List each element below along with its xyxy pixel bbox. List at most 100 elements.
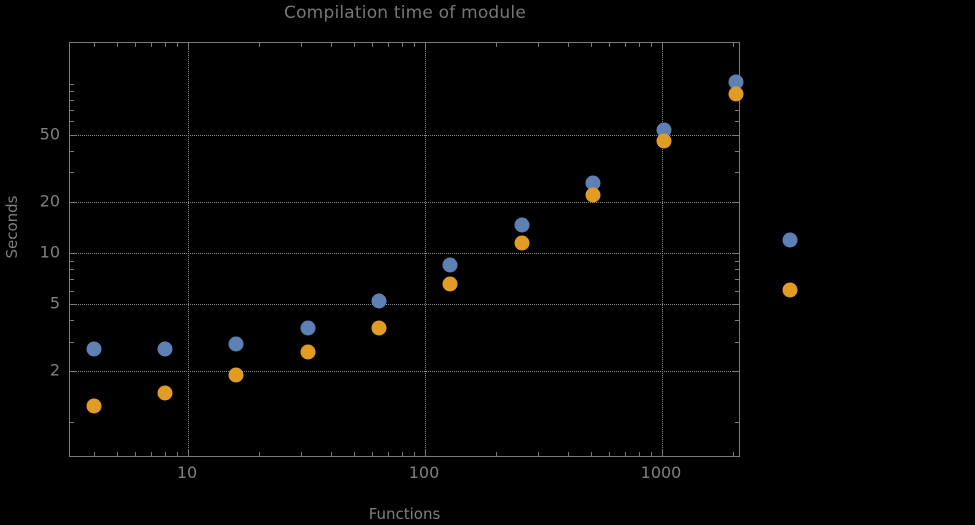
y-axis-tick <box>70 422 74 424</box>
x-axis-tick-label: 100 <box>408 463 440 482</box>
x-axis-tick-top <box>733 43 735 47</box>
data-point-series-orange <box>157 385 173 401</box>
y-axis-tick <box>70 279 74 281</box>
data-point-series-orange <box>728 86 744 102</box>
x-axis-tick-label: 10 <box>176 463 198 482</box>
y-axis-tick <box>70 151 74 152</box>
x-axis-tick <box>330 452 332 456</box>
overflow-point-orange <box>782 282 798 298</box>
x-axis-tick <box>425 449 426 456</box>
x-axis-tick <box>733 452 735 456</box>
x-axis-tick <box>116 452 118 456</box>
data-point-series-blue <box>371 293 387 309</box>
y-axis-tick <box>70 91 74 93</box>
x-axis-tick-top <box>259 43 261 47</box>
y-axis-tick-right <box>735 260 739 262</box>
data-point-series-orange <box>371 320 387 336</box>
y-axis-tick-right <box>735 279 739 281</box>
plot-area <box>69 42 744 457</box>
y-axis-tick <box>70 172 74 174</box>
y-axis-tick <box>70 253 77 254</box>
y-axis-tick-label: 5 <box>49 293 60 313</box>
data-point-series-orange <box>585 187 601 203</box>
x-axis-tick <box>414 452 416 456</box>
x-axis-tick-top <box>639 43 641 47</box>
x-axis-tick <box>567 452 569 456</box>
data-point-series-blue <box>300 320 316 336</box>
gridline-horizontal <box>70 371 739 373</box>
y-axis-tick-right <box>732 202 739 203</box>
x-axis-tick <box>625 452 627 456</box>
x-axis-tick <box>609 452 611 456</box>
gridline-horizontal <box>70 303 739 305</box>
x-axis-tick-top <box>116 43 118 47</box>
x-axis-tick-top <box>567 43 569 47</box>
x-axis-tick <box>259 452 261 456</box>
data-point-series-blue <box>585 175 601 191</box>
y-axis-tick-right <box>735 341 739 343</box>
y-axis-tick-right <box>735 422 739 424</box>
y-axis-tick <box>70 290 74 292</box>
x-axis-tick-top <box>496 43 498 47</box>
gridline-vertical <box>662 43 663 456</box>
y-axis-tick-right <box>735 109 739 111</box>
data-point-series-blue <box>157 341 173 357</box>
x-axis-tick-top <box>625 43 627 47</box>
gridline-vertical <box>425 43 426 456</box>
data-point-series-blue <box>514 217 530 233</box>
y-axis-title: Seconds <box>3 195 21 259</box>
y-axis-tick-label: 2 <box>49 360 60 380</box>
x-axis-tick-top <box>177 43 179 47</box>
y-axis-tick-right <box>732 371 739 373</box>
data-point-series-orange <box>656 133 672 149</box>
y-axis-tick <box>70 303 77 305</box>
data-point-series-blue <box>86 341 102 357</box>
x-axis-tick <box>188 449 189 456</box>
page-title: Compilation time of module <box>284 3 526 23</box>
y-axis-tick-labels: 2 5 10 20 50 <box>0 42 60 457</box>
x-axis-tick-labels: 10 100 1000 <box>69 463 740 487</box>
x-axis-tick <box>177 452 179 456</box>
x-axis-tick <box>590 452 592 456</box>
data-point-series-orange <box>86 398 102 414</box>
data-point-series-orange <box>442 276 458 292</box>
y-axis-tick <box>70 100 74 102</box>
y-axis-tick <box>70 121 74 123</box>
x-axis-tick <box>402 452 404 456</box>
data-point-series-blue <box>442 257 458 273</box>
x-axis-tick-top <box>330 43 332 47</box>
data-point-series-orange <box>300 344 316 360</box>
data-point-series-blue <box>728 74 744 90</box>
x-axis-tick-top <box>388 43 390 47</box>
data-point-series-blue <box>228 336 244 352</box>
y-axis-tick <box>70 109 74 111</box>
gridline-vertical <box>188 43 189 456</box>
y-axis-tick <box>70 83 74 85</box>
y-axis-tick <box>70 341 74 343</box>
x-axis-tick-top <box>590 43 592 47</box>
x-axis-tick <box>639 452 641 456</box>
y-axis-tick <box>70 269 74 271</box>
y-axis-tick-label: 10 <box>39 242 60 262</box>
y-axis-tick-right <box>735 151 739 152</box>
x-axis-tick-top <box>301 43 303 47</box>
x-axis-tick-top <box>151 43 153 47</box>
x-axis-tick <box>93 452 95 456</box>
x-axis-tick-top <box>538 43 540 47</box>
y-axis-tick-label: 20 <box>39 191 60 211</box>
x-axis-tick-top <box>651 43 653 47</box>
y-axis-tick-right <box>732 253 739 254</box>
x-axis-tick-top <box>372 43 374 47</box>
x-axis-tick <box>165 452 167 456</box>
x-axis-tick <box>151 452 153 456</box>
x-axis-tick-top <box>353 43 355 47</box>
y-axis-tick <box>70 260 74 262</box>
x-axis-tick <box>662 449 663 456</box>
x-axis-tick <box>388 452 390 456</box>
x-axis-title: Functions <box>368 505 441 523</box>
data-point-series-orange <box>228 367 244 383</box>
x-axis-tick <box>538 452 540 456</box>
y-axis-tick-right <box>732 303 739 305</box>
gridline-horizontal <box>70 202 739 203</box>
